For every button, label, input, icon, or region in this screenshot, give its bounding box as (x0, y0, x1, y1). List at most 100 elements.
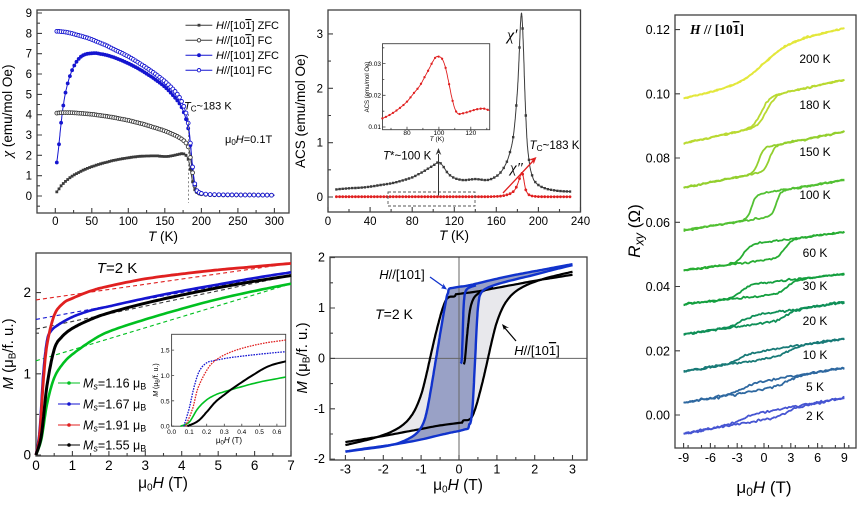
svg-text:T (K): T (K) (430, 136, 444, 143)
svg-text:0.0: 0.0 (167, 429, 176, 436)
svg-text:0.04: 0.04 (646, 280, 670, 294)
svg-text:T*~100 K: T*~100 K (383, 151, 432, 163)
svg-text:μ0H (T): μ0H (T) (216, 436, 243, 447)
svg-text:ACS (emu/mol Oe): ACS (emu/mol Oe) (365, 62, 371, 113)
svg-text:120: 120 (465, 130, 476, 137)
svg-text:5: 5 (26, 89, 32, 101)
svg-text:4: 4 (178, 458, 186, 473)
svg-text:H//[101] FC: H//[101] FC (216, 65, 272, 77)
svg-text:250: 250 (228, 216, 247, 228)
svg-text:300: 300 (265, 216, 284, 228)
svg-text:9: 9 (26, 8, 32, 20)
svg-text:0: 0 (456, 463, 463, 477)
svg-text:Ms=1.91 μB: Ms=1.91 μB (83, 419, 146, 434)
svg-text:200: 200 (192, 216, 211, 228)
svg-text:μ0H (T): μ0H (T) (433, 477, 483, 496)
svg-text:150: 150 (155, 216, 174, 228)
svg-text:8: 8 (26, 28, 32, 40)
svg-text:Ms=1.55 μB: Ms=1.55 μB (83, 439, 146, 454)
svg-text:ACS (emu/mol Oe): ACS (emu/mol Oe) (293, 54, 308, 168)
svg-text:χ (emu/mol Oe): χ (emu/mol Oe) (0, 65, 16, 160)
svg-text:0.3: 0.3 (220, 429, 229, 436)
svg-text:4: 4 (26, 110, 33, 122)
svg-text:0.5: 0.5 (255, 429, 264, 436)
svg-text:-3: -3 (732, 451, 743, 465)
svg-text:3: 3 (787, 451, 794, 465)
svg-text:3: 3 (26, 130, 32, 142)
svg-text:0.02: 0.02 (646, 344, 670, 358)
svg-text:M (μB/f. u.): M (μB/f. u.) (0, 318, 19, 389)
svg-text:0: 0 (26, 191, 32, 203)
svg-text:-2: -2 (314, 452, 325, 466)
svg-text:1: 1 (493, 463, 500, 477)
svg-text:Rxy (Ω): Rxy (Ω) (625, 204, 647, 258)
svg-text:TC~183 K: TC~183 K (184, 101, 232, 114)
svg-text:H//[101]: H//[101] (379, 267, 425, 282)
svg-text:χ′: χ′ (505, 27, 518, 44)
svg-text:5: 5 (214, 458, 222, 473)
svg-text:μ0H (T): μ0H (T) (138, 475, 188, 494)
svg-text:2: 2 (531, 463, 538, 477)
svg-text:-1: -1 (416, 463, 427, 477)
svg-text:0.00: 0.00 (646, 409, 670, 423)
svg-text:80: 80 (403, 130, 411, 137)
svg-text:0: 0 (318, 351, 325, 365)
svg-text:0.12: 0.12 (646, 23, 670, 37)
svg-text:0: 0 (23, 448, 31, 463)
svg-text:160: 160 (487, 216, 506, 228)
svg-text:180 K: 180 K (799, 98, 830, 112)
svg-text:H//[101]: H//[101] (514, 343, 560, 358)
svg-text:1: 1 (317, 138, 323, 150)
svg-text:100: 100 (433, 130, 444, 137)
svg-text:H//[101] FC: H//[101] FC (216, 35, 272, 47)
svg-text:M (μB/f. u.): M (μB/f. u.) (294, 322, 313, 393)
svg-text:T=2 K: T=2 K (97, 260, 137, 277)
svg-text:9: 9 (841, 451, 848, 465)
svg-text:2: 2 (105, 458, 113, 473)
svg-text:7: 7 (287, 458, 295, 473)
svg-text:150 K: 150 K (799, 145, 830, 159)
svg-text:1: 1 (69, 458, 77, 473)
svg-text:Ms=1.67 μB: Ms=1.67 μB (83, 398, 146, 413)
svg-text:6: 6 (814, 451, 821, 465)
svg-text:H//[101] ZFC: H//[101] ZFC (216, 20, 279, 32)
svg-text:-3: -3 (340, 463, 351, 477)
svg-text:2: 2 (26, 150, 32, 162)
svg-text:-1: -1 (314, 402, 325, 416)
svg-text:0: 0 (317, 192, 323, 204)
svg-text:H//[101] ZFC: H//[101] ZFC (216, 50, 279, 62)
svg-text:3: 3 (317, 29, 323, 41)
svg-text:0.06: 0.06 (646, 216, 670, 230)
svg-text:60 K: 60 K (803, 246, 828, 260)
svg-text:0: 0 (52, 216, 58, 228)
svg-text:1: 1 (26, 171, 32, 183)
svg-text:100: 100 (119, 216, 138, 228)
svg-text:200 K: 200 K (799, 52, 830, 66)
svg-text:0: 0 (32, 458, 40, 473)
svg-text:40: 40 (364, 216, 377, 228)
svg-text:0.01: 0.01 (368, 124, 381, 131)
svg-text:6: 6 (251, 458, 259, 473)
svg-text:T (K): T (K) (148, 229, 178, 244)
svg-text:0.5: 0.5 (161, 398, 170, 405)
svg-text:M (μB/f. u.): M (μB/f. u.) (153, 363, 162, 396)
svg-text:1: 1 (318, 301, 325, 315)
svg-text:80: 80 (406, 216, 419, 228)
svg-text:T (K): T (K) (439, 228, 469, 243)
svg-text:10 K: 10 K (803, 348, 828, 362)
svg-text:7: 7 (26, 49, 32, 61)
svg-text:χ″: χ″ (508, 161, 524, 177)
svg-text:0.1: 0.1 (185, 429, 194, 436)
svg-text:-2: -2 (378, 463, 389, 477)
svg-text:1: 1 (23, 366, 31, 381)
svg-text:-6: -6 (705, 451, 716, 465)
svg-text:-9: -9 (678, 451, 689, 465)
svg-text:2: 2 (317, 83, 323, 95)
svg-text:0: 0 (325, 216, 331, 228)
svg-text:μ0H=0.1T: μ0H=0.1T (225, 134, 272, 147)
svg-text:Ms=1.16 μB: Ms=1.16 μB (83, 377, 146, 392)
svg-text:0.08: 0.08 (646, 152, 670, 166)
svg-text:0.0: 0.0 (161, 424, 170, 431)
svg-text:T=2 K: T=2 K (375, 306, 413, 322)
svg-text:2 K: 2 K (806, 409, 824, 423)
